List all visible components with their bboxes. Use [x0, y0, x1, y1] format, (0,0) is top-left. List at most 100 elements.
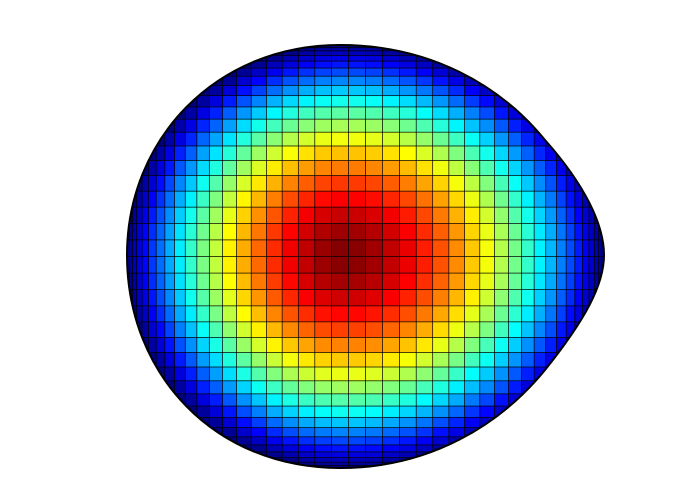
mesh-cell: [174, 206, 186, 225]
mesh-cell: [494, 239, 510, 258]
mesh-cell: [164, 451, 176, 459]
mesh-cell: [222, 54, 238, 62]
mesh-cell: [521, 321, 535, 339]
mesh-cell: [494, 451, 510, 459]
mesh-cell: [266, 190, 283, 208]
mesh-cell: [582, 451, 590, 459]
mesh-cell: [598, 465, 603, 468]
mesh-cell: [222, 47, 238, 52]
mesh-cell: [331, 436, 350, 446]
mesh-cell: [545, 289, 558, 307]
mesh-cell: [127, 337, 129, 354]
mesh-cell: [582, 461, 590, 467]
mesh-cell: [588, 239, 595, 258]
mesh-cell: [331, 305, 350, 323]
mesh-cell: [399, 47, 417, 52]
mesh-cell: [545, 45, 558, 47]
mesh-cell: [448, 45, 466, 47]
mesh-cell: [565, 95, 576, 108]
mesh-cell: [129, 393, 134, 407]
mesh-cell: [464, 465, 481, 468]
mesh-cell: [348, 223, 367, 241]
mesh-cell: [148, 45, 157, 47]
mesh-cell: [196, 457, 210, 463]
mesh-cell: [127, 416, 129, 429]
mesh-cell: [382, 289, 401, 307]
mesh-cell: [479, 321, 496, 339]
mesh-cell: [314, 427, 333, 438]
mesh-cell: [582, 380, 590, 395]
mesh-cell: [399, 106, 417, 120]
mesh-cell: [132, 239, 138, 258]
mesh-cell: [164, 60, 176, 69]
mesh-cell: [533, 366, 547, 382]
mesh-cell: [331, 160, 350, 177]
mesh-cell: [174, 118, 186, 133]
mesh-cell: [521, 305, 535, 323]
mesh-cell: [331, 427, 350, 438]
mesh-cell: [598, 50, 603, 57]
mesh-cell: [236, 45, 252, 47]
mesh-cell: [574, 85, 584, 97]
mesh-cell: [598, 337, 603, 354]
mesh-cell: [208, 465, 224, 468]
mesh-cell: [184, 47, 198, 52]
mesh-cell: [132, 457, 138, 463]
mesh-cell: [266, 60, 283, 69]
mesh-cell: [297, 206, 316, 225]
mesh-cell: [588, 416, 595, 429]
mesh-cell: [127, 190, 131, 208]
mesh-cell: [164, 45, 176, 49]
mesh-cell: [184, 60, 198, 69]
mesh-cell: [448, 465, 466, 468]
mesh-cell: [148, 206, 157, 225]
mesh-cell: [314, 54, 333, 62]
mesh-cell: [148, 366, 157, 382]
mesh-cell: [208, 54, 224, 62]
mesh-cell: [565, 50, 576, 57]
mesh-cell: [494, 45, 510, 49]
mesh-cell: [432, 50, 450, 57]
mesh-cell: [266, 256, 283, 274]
mesh-cell: [574, 118, 584, 133]
mesh-cell: [331, 50, 350, 57]
mesh-cell: [136, 223, 143, 241]
mesh-cell: [565, 352, 576, 368]
mesh-cell: [382, 427, 401, 438]
mesh-cell: [588, 305, 595, 323]
mesh-cell: [129, 416, 134, 429]
mesh-cell: [464, 366, 481, 382]
mesh-cell: [132, 145, 138, 162]
mesh-cell: [399, 321, 417, 339]
mesh-cell: [136, 256, 143, 274]
mesh-cell: [521, 256, 535, 274]
mesh-cell: [129, 50, 134, 57]
mesh-cell: [533, 321, 547, 339]
mesh-cell: [464, 85, 481, 97]
mesh-cell: [136, 131, 143, 147]
mesh-cell: [508, 467, 523, 468]
mesh-cell: [601, 305, 604, 323]
mesh-cell: [448, 223, 466, 241]
mesh-cell: [593, 85, 600, 97]
mesh-cell: [601, 457, 604, 463]
mesh-cell: [127, 461, 129, 467]
mesh-cell: [136, 47, 143, 52]
mesh-cell: [382, 145, 401, 162]
mesh-cell: [432, 75, 450, 87]
mesh-cell: [365, 337, 384, 354]
mesh-cell: [155, 45, 166, 47]
mesh-cell: [565, 75, 576, 87]
mesh-cell: [601, 289, 604, 307]
mesh-cell: [399, 436, 417, 446]
mesh-cell: [250, 175, 268, 192]
mesh-cell: [448, 206, 466, 225]
mesh-cell: [174, 175, 186, 192]
mesh-cell: [545, 223, 558, 241]
mesh-cell: [415, 405, 434, 418]
mesh-cell: [155, 289, 166, 307]
mesh-cell: [297, 106, 316, 120]
mesh-cell: [601, 50, 604, 57]
mesh-cell: [479, 366, 496, 382]
mesh-cell: [127, 45, 129, 49]
